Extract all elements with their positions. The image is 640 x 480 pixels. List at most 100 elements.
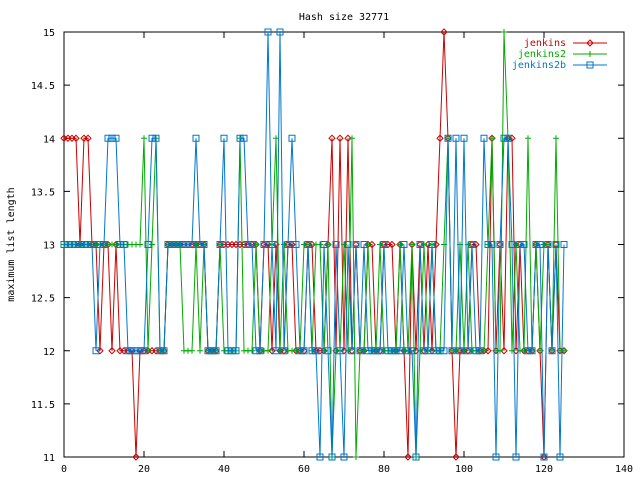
data-point [204,347,212,355]
data-point [472,240,480,249]
data-point [180,241,188,248]
data-point [308,240,316,249]
data-point [348,347,356,355]
data-point [428,241,436,248]
data-point [92,347,100,355]
data-point [424,347,432,355]
x-tick-label: 60 [298,464,310,475]
x-tick-label: 0 [61,464,67,475]
data-point [484,347,492,355]
data-point [240,134,248,142]
data-point [388,347,396,355]
data-point [76,241,84,248]
data-point [281,241,287,248]
data-point [104,134,112,142]
data-point [436,347,444,355]
data-point [461,347,467,354]
data-point [244,241,252,248]
data-point [372,347,380,355]
data-point [500,134,508,142]
data-point [428,347,436,355]
data-point [396,347,404,355]
data-point [108,134,116,142]
y-tick-label: 12.5 [31,294,55,305]
data-point [336,134,344,142]
data-point [196,241,204,248]
legend-marker [587,51,593,57]
data-point [488,241,496,248]
data-point [72,134,80,142]
data-point [64,241,72,248]
data-point [200,241,208,248]
data-point [72,241,80,248]
data-point [317,241,323,248]
y-tick-label: 13.5 [31,187,55,198]
data-point [376,347,384,355]
data-point [220,134,228,142]
data-point [349,135,355,142]
data-point [149,241,155,248]
y-tick-label: 14.5 [31,81,55,92]
x-tick-label: 140 [615,464,633,475]
data-point [472,347,480,355]
data-point [341,241,347,248]
data-point [128,347,136,355]
data-point [540,453,548,461]
data-point [440,347,448,355]
data-point [356,347,364,355]
data-point [552,241,560,248]
data-point [480,134,488,142]
data-point [420,347,428,355]
data-point [436,134,444,142]
data-point [448,347,456,355]
data-point [501,29,507,35]
data-point [124,347,132,355]
data-point [484,241,492,248]
series-line-jenkins2b [64,31,565,458]
data-point [384,347,392,355]
data-point [193,241,199,248]
data-point [421,241,427,248]
data-point [96,241,104,248]
data-point [188,241,196,248]
data-point [528,347,536,355]
data-point [156,347,164,355]
data-point [112,134,120,142]
data-point [452,453,460,461]
data-point [512,453,520,461]
data-point [132,347,140,355]
data-point [108,347,116,355]
data-point [145,347,151,354]
data-point [280,347,288,355]
data-point [536,241,544,248]
y-axis-label: maximum list length [6,187,17,301]
data-point [400,241,408,248]
data-point [353,454,359,460]
data-point [249,347,255,354]
data-point [516,241,524,248]
data-point [344,134,352,142]
data-point [525,135,531,142]
data-point [140,347,148,355]
data-point [325,241,331,248]
data-point [268,241,276,248]
data-point [328,134,336,142]
data-point [137,241,143,248]
y-tick-label: 15 [43,28,55,39]
data-point [489,135,495,142]
data-point [172,241,180,248]
data-point [160,347,168,355]
data-point [288,240,296,249]
data-point [444,134,452,142]
data-point [264,240,272,249]
data-point [392,347,400,355]
data-point [548,347,556,355]
y-tick-label: 12 [43,347,55,358]
data-point [365,241,371,248]
data-point [520,241,528,248]
data-point [168,241,176,248]
data-point [292,241,300,248]
data-point [96,347,104,355]
data-point [521,347,527,354]
